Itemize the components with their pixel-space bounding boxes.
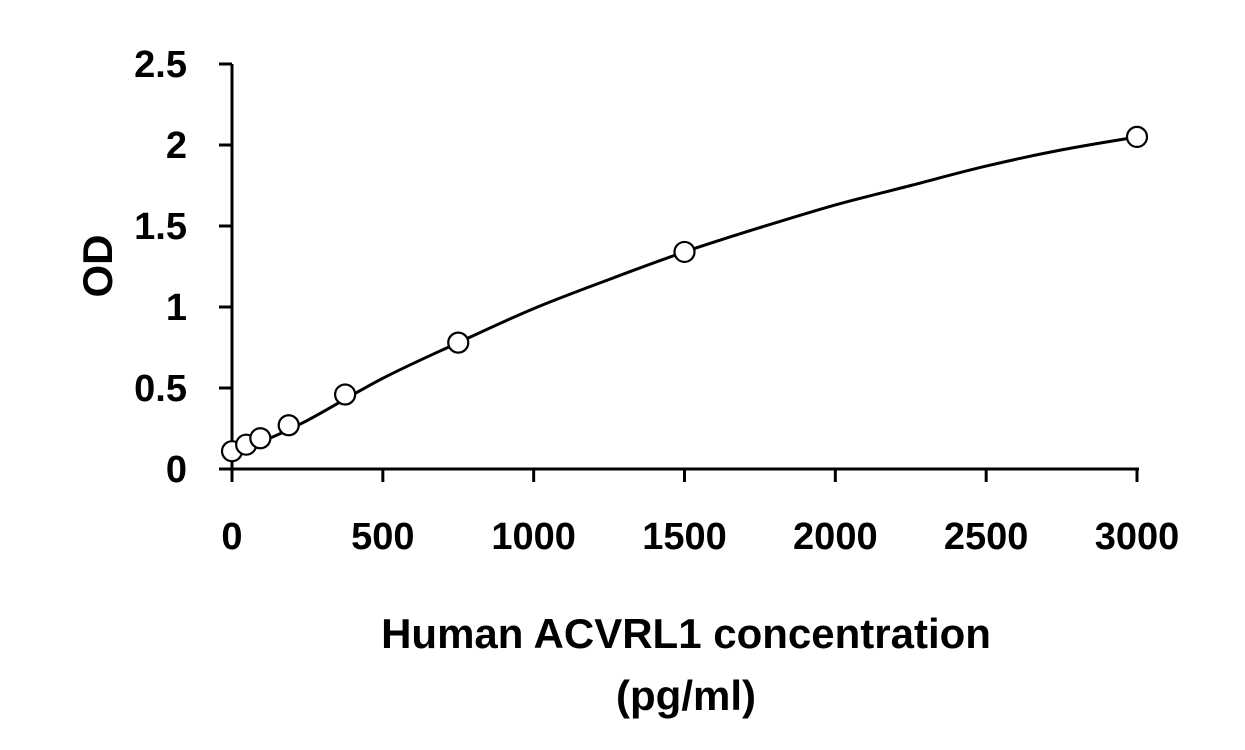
data-point: [277, 414, 300, 437]
y-tick-label: 1: [166, 287, 187, 329]
y-tick-label: 2.5: [134, 44, 187, 86]
data-point: [249, 427, 272, 450]
x-tick-label: 1000: [491, 516, 576, 558]
y-axis-title: OD: [74, 235, 121, 298]
fit-curve: [231, 135, 1138, 455]
x-axis-title-line-1: Human ACVRL1 concentration: [381, 610, 991, 657]
y-tick-label: 1.5: [134, 206, 187, 248]
y-axis-ticks: 0 0.5 1 1.5 2 2.5: [134, 44, 232, 491]
data-point: [673, 240, 696, 264]
x-tick-label: 500: [351, 516, 414, 558]
data-points: [220, 125, 1149, 463]
x-tick-label: 3000: [1095, 516, 1180, 558]
x-axis-ticks: 0 500 1000 1500 2000 2500 3000: [221, 469, 1179, 558]
x-axis-title-line-2: (pg/ml): [616, 672, 756, 719]
y-tick-label: 2: [166, 125, 187, 167]
x-tick-label: 0: [221, 516, 242, 558]
x-tick-label: 1500: [642, 516, 727, 558]
y-tick-label: 0: [166, 449, 187, 491]
data-point: [1125, 125, 1149, 148]
y-tick-label: 0.5: [134, 368, 187, 410]
data-point: [334, 383, 357, 406]
x-tick-label: 2500: [944, 516, 1029, 558]
data-point: [447, 331, 470, 354]
x-tick-label: 2000: [793, 516, 878, 558]
